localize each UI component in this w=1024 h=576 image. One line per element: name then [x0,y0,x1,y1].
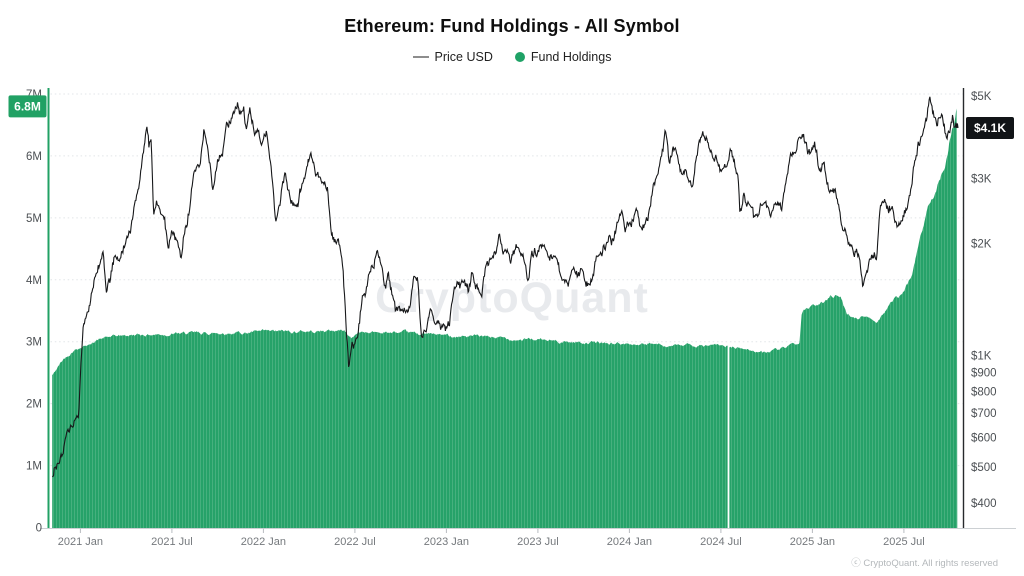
copyright-text: ⓒ CryptoQuant. All rights reserved [851,558,998,569]
x-tick-label: 2021 Jul [151,536,193,548]
x-tick-label: 2022 Jul [334,536,376,548]
x-axis-ticks: 2021 Jan 2021 Jul 2022 Jan 2022 Jul 2023 Jan… [58,528,925,548]
left-axis-tick-label: 2M [26,399,42,411]
right-axis-tick-label: $900 [971,367,997,379]
price-line-marker-icon [412,56,429,58]
legend-label-price: Price USD [434,50,493,64]
right-axis-tick-label: $5K [971,91,992,103]
left-axis-tick-label: 0 [36,523,42,535]
left-axis-tick-label: 6M [26,151,42,163]
right-axis-tick-label: $600 [971,433,997,445]
right-axis-tick-label: $3K [971,173,992,185]
price-line [52,96,959,478]
svg-text:6.8M: 6.8M [14,99,41,113]
x-tick-label: 2024 Jan [607,536,652,548]
chart-title: Ethereum: Fund Holdings - All Symbol [344,16,680,36]
right-axis-tick-label: $1K [971,350,992,362]
x-tick-label: 2025 Jul [883,536,925,548]
current-price-badge: $4.1K [966,117,1014,140]
right-axis-labels: $400 $500 $600 $700 $800 $900 $1K $2K $3K $5K [971,91,997,510]
svg-text:$4.1K: $4.1K [974,121,1006,135]
x-tick-label: 2022 Jan [241,536,286,548]
left-axis-tick-label: 5M [26,213,42,225]
right-axis-tick-label: $700 [971,408,997,420]
fund-holdings-marker-icon [514,52,525,62]
watermark: CryptoQuant [375,274,649,322]
legend-item-fund-holdings[interactable]: Fund Holdings [514,50,612,64]
right-axis-tick-label: $800 [971,386,997,398]
x-tick-label: 2023 Jan [424,536,469,548]
x-tick-label: 2025 Jan [790,536,835,548]
legend-label-fund-holdings: Fund Holdings [530,50,612,64]
fund-holdings-area [52,108,958,528]
right-axis-tick-label: $500 [971,462,997,474]
right-axis-tick-label: $2K [971,239,992,251]
left-axis-tick-label: 3M [26,337,42,349]
left-axis-tick-label: 4M [26,275,42,287]
legend-item-price[interactable]: Price USD [412,50,493,64]
data-gap-marker [727,344,730,528]
left-axis-tick-label: 1M [26,461,42,473]
right-axis-tick-label: $400 [971,498,997,510]
current-holdings-badge: 6.8M [8,95,47,118]
x-tick-label: 2024 Jul [700,536,742,548]
chart-legend: Price USD Fund Holdings [0,50,1024,64]
x-tick-label: 2023 Jul [517,536,559,548]
x-tick-label: 2021 Jan [58,536,103,548]
